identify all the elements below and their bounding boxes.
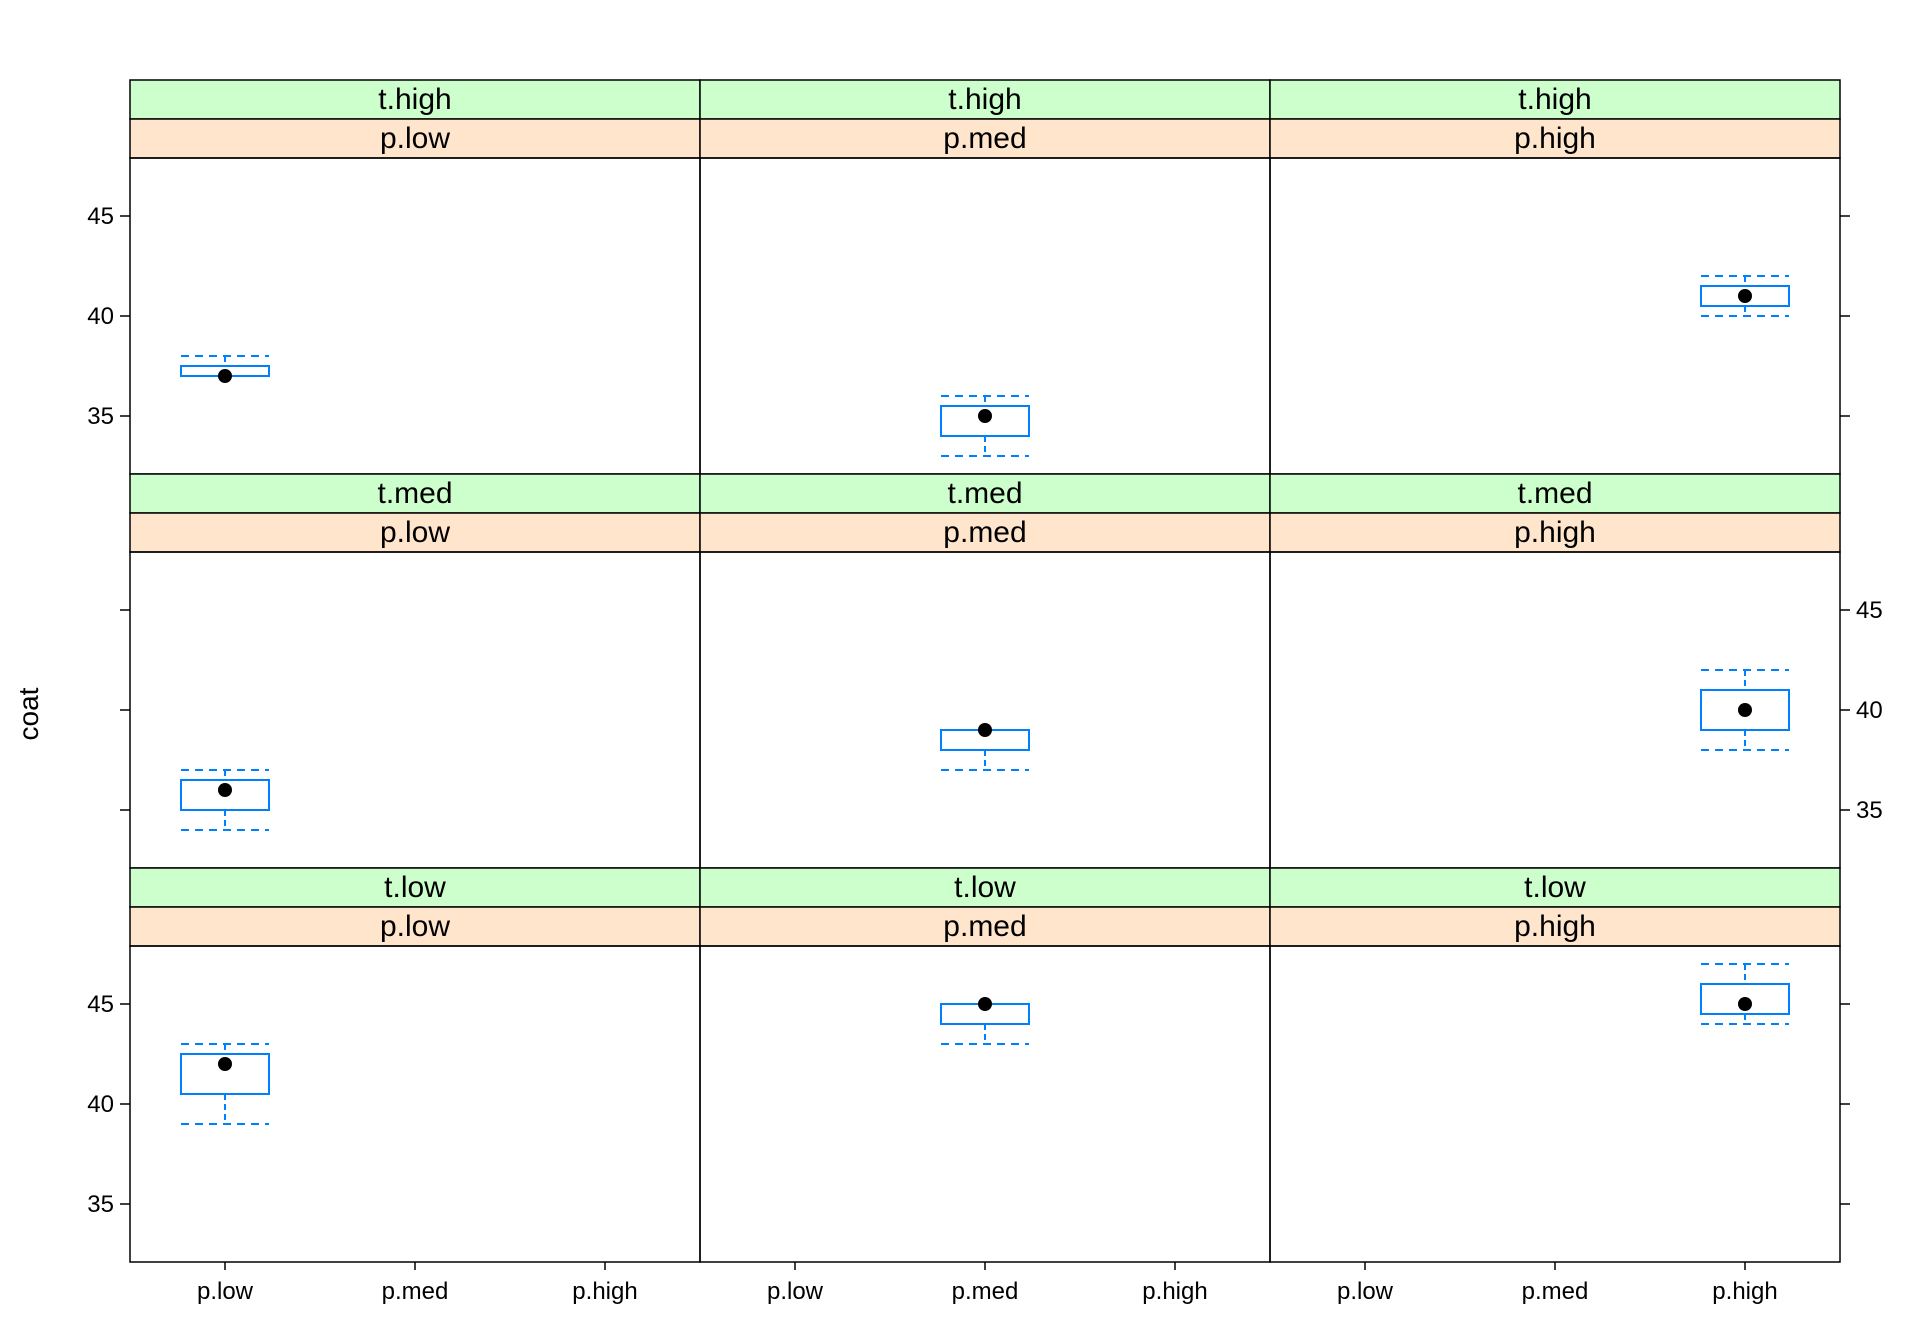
- y-tick-label-left: 35: [87, 1191, 114, 1218]
- x-tick-label: p.med: [1522, 1278, 1589, 1305]
- strip-outer-bg: [1269, 79, 1841, 120]
- panel-frame: [699, 551, 1271, 869]
- panel-frame: [129, 551, 701, 869]
- x-tick-label: p.low: [767, 1278, 824, 1305]
- strip-inner-bg: [129, 118, 701, 159]
- panel-frame: [129, 157, 701, 475]
- y-tick-label-left: 40: [87, 303, 114, 330]
- y-tick-label-right: 45: [1856, 597, 1883, 624]
- panel-frame: [129, 945, 701, 1263]
- strip-outer-label: t.high: [948, 83, 1021, 116]
- strip-inner-bg: [1269, 118, 1841, 159]
- median-dot: [218, 369, 232, 383]
- strip-inner-bg: [699, 906, 1271, 947]
- strip-inner-label: p.high: [1514, 910, 1596, 943]
- median-dot: [1738, 703, 1752, 717]
- strip-outer-bg: [699, 79, 1271, 120]
- strip-inner-label: p.low: [380, 122, 450, 155]
- box-iqr: [1700, 689, 1790, 731]
- x-tick-label: p.med: [382, 1278, 449, 1305]
- strip-outer-label: t.med: [947, 477, 1022, 510]
- strip-outer-bg: [129, 79, 701, 120]
- strip-inner-bg: [129, 906, 701, 947]
- box-iqr: [1700, 285, 1790, 307]
- strip-inner-bg: [1269, 906, 1841, 947]
- strip-outer-label: t.med: [377, 477, 452, 510]
- median-dot: [1738, 289, 1752, 303]
- strip-inner-bg: [1269, 512, 1841, 553]
- strip-outer-bg: [699, 473, 1271, 514]
- panel-frame: [699, 157, 1271, 475]
- strip-outer-bg: [129, 473, 701, 514]
- strip-outer-label: t.low: [1524, 871, 1586, 904]
- median-dot: [218, 1057, 232, 1071]
- box-iqr: [1700, 983, 1790, 1015]
- box-iqr: [180, 1053, 270, 1095]
- x-tick-label: p.low: [197, 1278, 254, 1305]
- strip-inner-label: p.med: [943, 910, 1026, 943]
- y-tick-label-right: 40: [1856, 697, 1883, 724]
- strip-inner-label: p.high: [1514, 122, 1596, 155]
- panel-frame: [1269, 551, 1841, 869]
- y-tick-label-right: 35: [1856, 797, 1883, 824]
- strip-inner-label: p.high: [1514, 516, 1596, 549]
- y-tick-label-left: 35: [87, 403, 114, 430]
- strip-outer-bg: [1269, 867, 1841, 908]
- strip-inner-bg: [129, 512, 701, 553]
- strip-inner-label: p.med: [943, 516, 1026, 549]
- box-iqr: [180, 779, 270, 811]
- panel-frame: [699, 945, 1271, 1263]
- strip-inner-label: p.med: [943, 122, 1026, 155]
- y-axis-label: coat: [13, 687, 44, 740]
- median-dot: [978, 409, 992, 423]
- median-dot: [978, 723, 992, 737]
- strip-outer-label: t.med: [1517, 477, 1592, 510]
- x-tick-label: p.med: [952, 1278, 1019, 1305]
- strip-outer-label: t.low: [384, 871, 446, 904]
- y-tick-label-left: 40: [87, 1091, 114, 1118]
- panel-frame: [1269, 945, 1841, 1263]
- strip-outer-label: t.low: [954, 871, 1016, 904]
- y-tick-label-left: 45: [87, 203, 114, 230]
- strip-inner-label: p.low: [380, 910, 450, 943]
- panel-grid: t.high p.low 35 40 45 t.high p.med t.high p.high…: [87, 79, 1883, 1305]
- median-dot: [218, 783, 232, 797]
- box-iqr: [940, 405, 1030, 437]
- strip-outer-label: t.high: [378, 83, 451, 116]
- x-tick-label: p.high: [572, 1278, 637, 1305]
- strip-inner-label: p.low: [380, 516, 450, 549]
- median-dot: [1738, 997, 1752, 1011]
- strip-outer-label: t.high: [1518, 83, 1591, 116]
- median-dot: [978, 997, 992, 1011]
- x-tick-label: p.high: [1712, 1278, 1777, 1305]
- strip-outer-bg: [699, 867, 1271, 908]
- strip-outer-bg: [1269, 473, 1841, 514]
- y-tick-label-left: 45: [87, 991, 114, 1018]
- strip-inner-bg: [699, 118, 1271, 159]
- panel-frame: [1269, 157, 1841, 475]
- x-tick-label: p.high: [1142, 1278, 1207, 1305]
- x-tick-label: p.low: [1337, 1278, 1394, 1305]
